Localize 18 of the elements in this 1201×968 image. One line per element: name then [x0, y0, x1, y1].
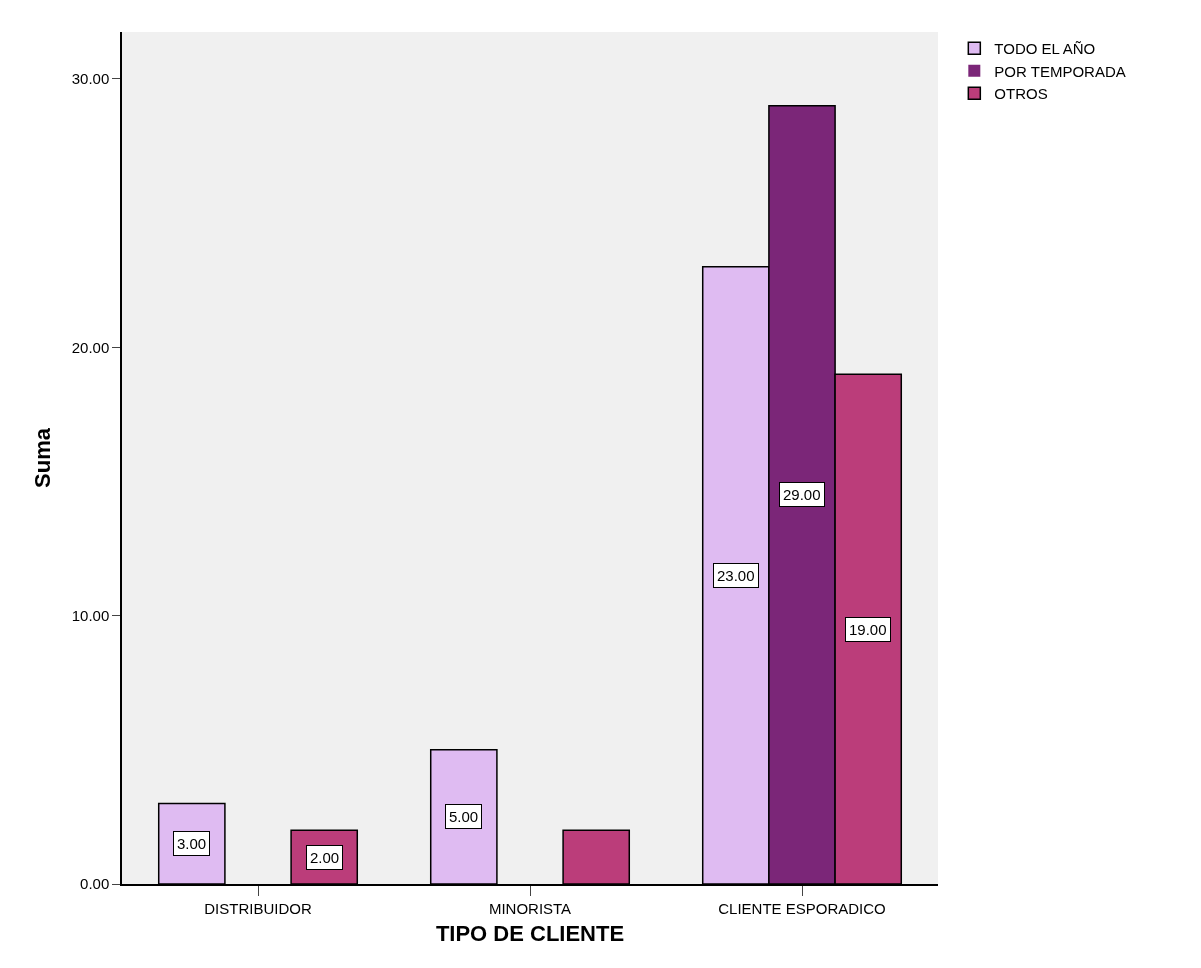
y-tick-label: 0.00	[80, 875, 110, 893]
data-label: 29.00	[783, 486, 821, 503]
legend-label: TODO EL AÑO	[994, 40, 1096, 58]
y-tick-label: 20.00	[71, 338, 110, 356]
y-tick-label: 10.00	[71, 606, 110, 624]
x-axis-title: TIPO DE CLIENTE	[435, 921, 625, 947]
x-tick-label: MINORISTA	[488, 899, 572, 917]
y-tick-label: 30.00	[71, 70, 110, 88]
x-tick-label: DISTRIBUIDOR	[204, 899, 312, 917]
data-label: 2.00	[310, 849, 340, 866]
data-label: 23.00	[717, 567, 755, 584]
data-label: 19.00	[849, 621, 887, 638]
legend-label: OTROS	[994, 85, 1048, 103]
data-label: 5.00	[449, 808, 479, 825]
x-tick-label: CLIENTE ESPORADICO	[718, 899, 886, 917]
y-axis-title: Suma	[30, 427, 55, 488]
legend-label: POR TEMPORADA	[994, 62, 1126, 80]
data-label: 3.00	[177, 835, 207, 852]
